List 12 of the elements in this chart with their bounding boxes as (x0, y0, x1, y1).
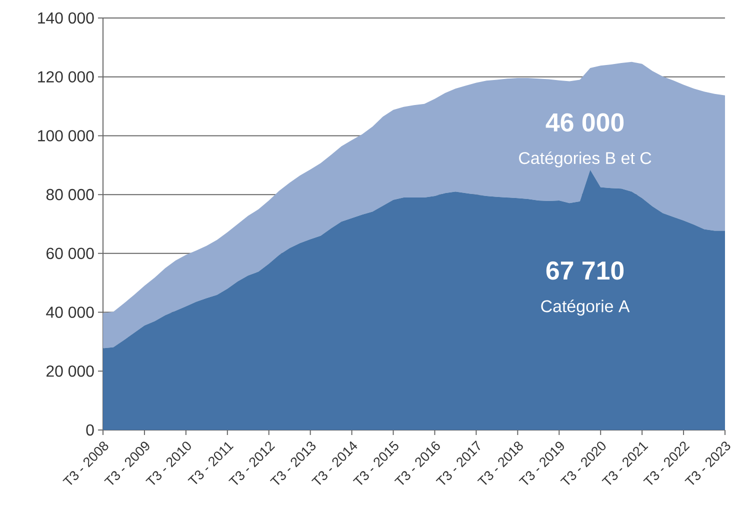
y-tick-label: 0 (86, 424, 94, 436)
y-tick-label: 80 000 (46, 188, 94, 200)
y-tick-label: 20 000 (46, 366, 94, 377)
y-tick-label: 120 000 (38, 71, 94, 82)
annotation: 67 710 (546, 261, 624, 280)
y-tick-label: 140 000 (38, 12, 94, 24)
y-tick-label: 60 000 (46, 248, 94, 260)
y-tick-label: 100 000 (38, 130, 94, 142)
series-label: Catégorie A (541, 300, 630, 316)
annotation: 46 000 (546, 113, 624, 132)
y-tick-label: 40 000 (46, 306, 94, 318)
series-label: Catégories B et C (519, 151, 652, 168)
